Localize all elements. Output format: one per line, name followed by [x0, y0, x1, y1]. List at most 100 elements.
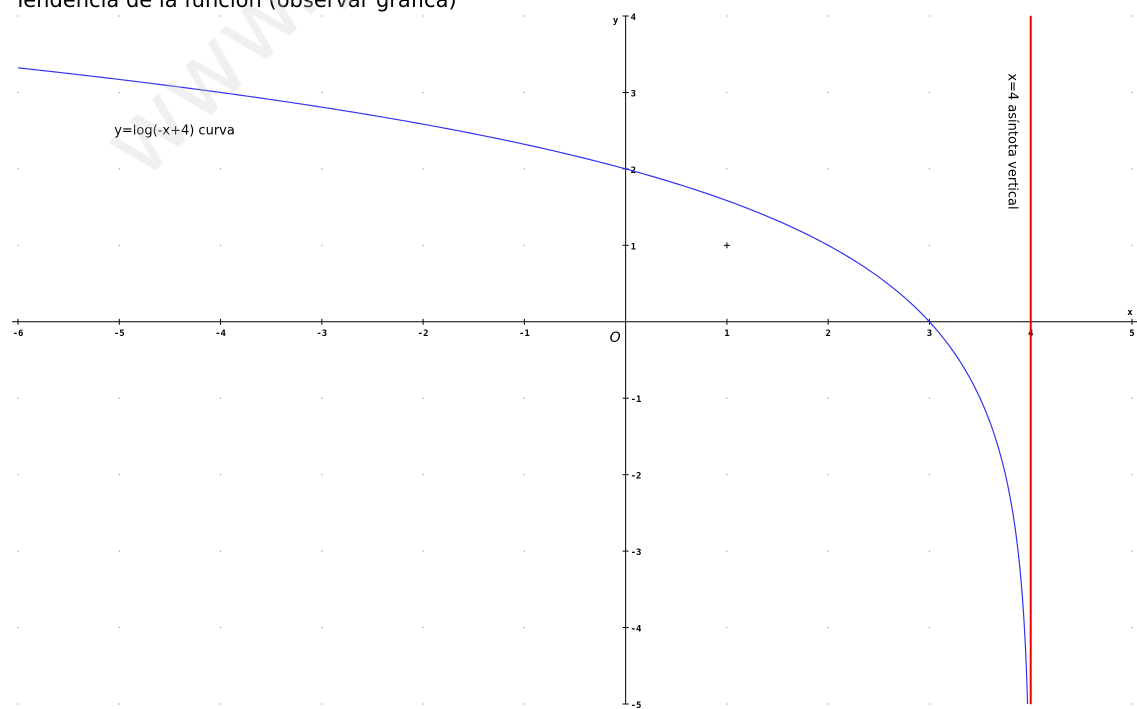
x-tick-label: -6 [13, 329, 24, 339]
grid-dot [726, 703, 728, 705]
origin-label: O [610, 330, 621, 346]
grid-dot [928, 15, 931, 17]
grid-dot [219, 168, 222, 170]
grid-dot [17, 244, 19, 246]
grid-dot [1131, 474, 1133, 476]
grid-dot [17, 397, 19, 399]
grid-dot [321, 703, 323, 705]
grid-dot [321, 91, 323, 94]
grid-dot [827, 397, 829, 399]
grid-dot [118, 626, 120, 629]
grid-dots [17, 15, 1133, 705]
grid-dot [726, 91, 728, 94]
grid-dot [928, 550, 931, 552]
grid-dot [118, 474, 120, 476]
curve-annotation: y=log(-x+4) curva [114, 123, 235, 138]
grid-dot [928, 91, 931, 94]
grid-dot [219, 474, 222, 476]
grid-dot [17, 550, 19, 552]
grid-dot [928, 244, 931, 246]
grid-dot [17, 703, 19, 705]
x-tick-label: -5 [114, 329, 125, 339]
grid-dot [321, 626, 323, 629]
grid-dot [118, 550, 120, 552]
grid-dot [523, 626, 525, 629]
grid-dot [219, 397, 222, 399]
y-axis-label: y [613, 16, 619, 26]
y-tick-label: -2 [631, 472, 642, 482]
grid-dot [17, 626, 19, 629]
x-tick-label: 2 [825, 329, 830, 339]
grid-dot [928, 474, 931, 476]
grid-dot [523, 703, 525, 705]
log-curve [17, 67, 1029, 705]
grid-dot [827, 550, 829, 552]
y-tick-label: 1 [631, 242, 636, 252]
grid-dot [827, 168, 829, 170]
y-tick-label: -4 [631, 625, 642, 635]
grid-dot [219, 244, 222, 246]
grid-dot [523, 550, 525, 552]
grid-dot [1131, 703, 1133, 705]
grid-dot [422, 244, 424, 246]
grid-dot [523, 168, 525, 170]
grid-dot [928, 703, 931, 705]
grid-dot [523, 91, 525, 94]
grid-dot [827, 703, 829, 705]
tick-marks [17, 15, 1133, 705]
grid-dot [1131, 244, 1133, 246]
grid-dot [118, 15, 120, 17]
y-tick-label: -3 [631, 548, 642, 558]
grid-dot [422, 91, 424, 94]
x-tick-label: 5 [1129, 329, 1134, 339]
grid-dot [523, 244, 525, 246]
grid-dot [827, 626, 829, 629]
grid-dot [523, 474, 525, 476]
grid-dot [726, 15, 728, 17]
x-axis-label: x [1127, 308, 1133, 318]
grid-dot [17, 474, 19, 476]
page-heading: Tendencia de la función (observar gráfic… [14, 0, 457, 12]
grid-dot [422, 397, 424, 399]
grid-dot [726, 626, 728, 629]
grid-dot [827, 474, 829, 476]
grid-dot [118, 703, 120, 705]
y-tick-label: 3 [631, 89, 636, 99]
x-tick-label: -4 [215, 329, 226, 339]
grid-dot [928, 168, 931, 170]
grid-dot [928, 397, 931, 399]
grid-dot [422, 626, 424, 629]
grid-dot [1131, 626, 1133, 629]
x-tick-label: -1 [519, 329, 530, 339]
grid-dot [1131, 550, 1133, 552]
grid-dot [827, 91, 829, 94]
grid-dot [17, 91, 19, 94]
grid-dot [928, 626, 931, 629]
y-tick-label: 4 [631, 13, 637, 23]
grid-dot [118, 244, 120, 246]
grid-dot [219, 626, 222, 629]
grid-dot [1131, 397, 1133, 399]
asymptote-annotation: x=4 asíntota vertical [1004, 73, 1019, 209]
grid-dot [17, 168, 19, 170]
grid-dot [523, 15, 525, 17]
grid-dot [1131, 168, 1133, 170]
grid-dot [827, 15, 829, 17]
grid-dot [422, 168, 424, 170]
x-tick-label: -2 [418, 329, 429, 339]
grid-dot [219, 15, 222, 17]
grid-dot [422, 474, 424, 476]
grid-dot [321, 550, 323, 552]
grid-dot [1131, 15, 1133, 17]
grid-dot [422, 703, 424, 705]
grid-dot [726, 397, 728, 399]
grid-dot [321, 474, 323, 476]
x-tick-label: 3 [927, 329, 932, 339]
grid-dot [422, 15, 424, 17]
grid-dot [523, 397, 525, 399]
point-marker [723, 242, 730, 249]
grid-dot [422, 550, 424, 552]
grid-dot [321, 397, 323, 399]
grid-dot [321, 15, 323, 17]
